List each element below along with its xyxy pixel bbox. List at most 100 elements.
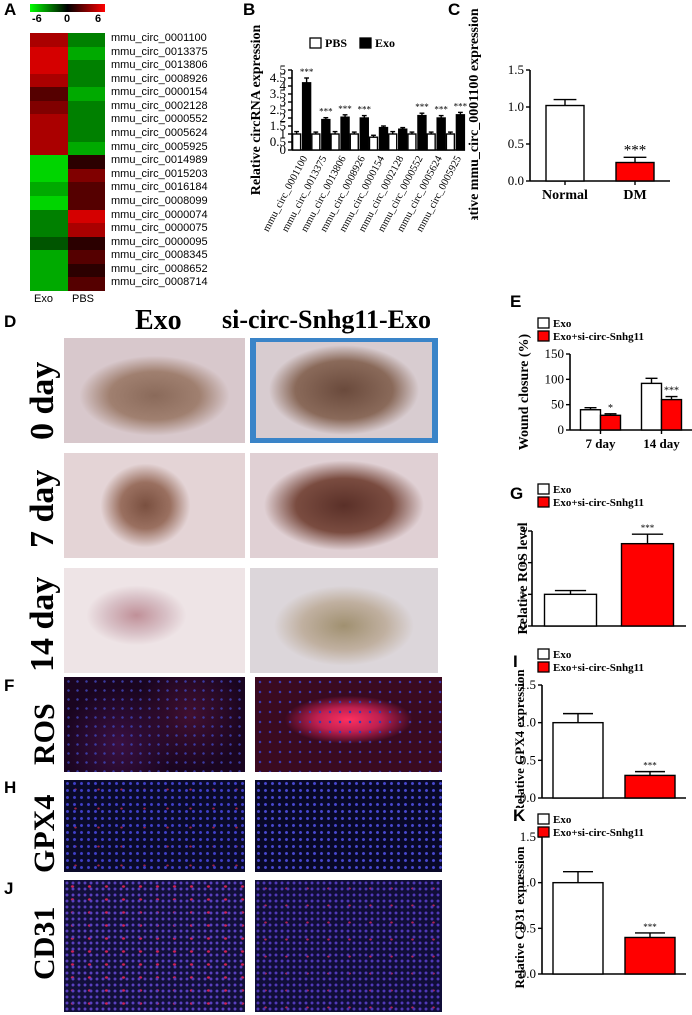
wound-photo-exo-day0 bbox=[64, 338, 245, 443]
bar bbox=[615, 161, 655, 182]
heatmap-row-label: mmu_circ_0008714 bbox=[111, 276, 208, 289]
y-tick-label: 0 bbox=[558, 422, 565, 437]
bar bbox=[640, 382, 663, 431]
legend-label: Exo bbox=[553, 814, 572, 826]
bar bbox=[552, 881, 604, 975]
y-tick-label: 0.5 bbox=[270, 134, 286, 149]
wound-photo-si-day14 bbox=[250, 568, 438, 673]
panel-label-a: A bbox=[4, 0, 17, 19]
bar bbox=[436, 117, 446, 151]
heatmap-cell bbox=[30, 60, 68, 75]
significance-marker: *** bbox=[641, 523, 655, 533]
heatmap-grid bbox=[30, 33, 105, 292]
gpx4-stain-si bbox=[255, 780, 442, 872]
y-tick-label: 1.5 bbox=[270, 118, 286, 133]
y-tick-label: 1.5 bbox=[520, 677, 536, 692]
legend-swatch bbox=[537, 496, 550, 508]
heatmap-row-label: mmu_circ_0000095 bbox=[111, 235, 208, 248]
legend-swatch bbox=[537, 317, 550, 329]
heatmap-cell bbox=[30, 168, 68, 183]
chart-b-circrna-expression: 00.511.522.533.544.55 Relative circRNA ex… bbox=[249, 25, 468, 235]
significance-marker: *** bbox=[643, 761, 657, 771]
bar bbox=[599, 414, 622, 431]
row-label-14-day: 14 day bbox=[24, 576, 61, 672]
heatmap-cell bbox=[30, 263, 68, 278]
panel-label-d: D bbox=[4, 312, 17, 331]
y-axis-label: Relative circRNA expression bbox=[249, 25, 264, 196]
x-tick-label: 7 day bbox=[586, 436, 616, 451]
bar bbox=[311, 133, 321, 151]
legend-label: Exo+si-circ-Snhg11 bbox=[553, 662, 644, 674]
row-label-7-day: 7 day bbox=[24, 469, 61, 548]
wound-photo-si-day7 bbox=[250, 453, 438, 558]
bar bbox=[445, 133, 456, 151]
heatmap-cell bbox=[30, 195, 68, 211]
heatmap-cell bbox=[30, 100, 68, 115]
chart-c-mmu-circ-expression: 0.0 0.5 1.0 1.5 Relative mmu_circ_0001100 ex… bbox=[467, 8, 670, 220]
heatmap-row-label: mmu_circ_0008099 bbox=[111, 194, 208, 207]
heatmap-cell bbox=[30, 87, 68, 102]
heatmap-cell bbox=[30, 141, 68, 156]
heatmap-cell bbox=[67, 60, 105, 75]
heatmap-cell bbox=[67, 277, 105, 292]
bar bbox=[624, 774, 676, 799]
bar bbox=[388, 133, 398, 151]
bar bbox=[368, 136, 379, 151]
y-tick-label: 1.0 bbox=[520, 875, 536, 890]
heatmap-cell bbox=[67, 33, 105, 48]
heatmap-row-label: mmu_circ_0002128 bbox=[111, 99, 208, 112]
heatmap-cell bbox=[67, 100, 105, 115]
legend-label: Exo+si-circ-Snhg11 bbox=[553, 827, 644, 839]
heatmap-row-label: mmu_circ_0000074 bbox=[111, 208, 208, 221]
heatmap-scale-max: 6 bbox=[95, 13, 102, 25]
panel-label-j: J bbox=[4, 879, 14, 898]
heatmap-cell bbox=[67, 209, 105, 224]
y-tick-label: 2 bbox=[520, 555, 527, 570]
y-tick-label: 0.0 bbox=[508, 173, 524, 188]
significance-marker: *** bbox=[624, 142, 647, 158]
bar bbox=[330, 133, 340, 151]
bar bbox=[624, 936, 676, 975]
bar bbox=[398, 128, 408, 151]
significance-marker: *** bbox=[454, 101, 468, 111]
heatmap-cell bbox=[67, 182, 105, 197]
panel-label-h: H bbox=[4, 778, 17, 797]
bar bbox=[545, 104, 585, 182]
x-tick-label: Normal bbox=[542, 188, 588, 203]
row-label-0-day: 0 day bbox=[24, 361, 61, 440]
legend-label: Exo bbox=[375, 36, 395, 50]
heatmap-cell bbox=[67, 73, 105, 88]
legend-swatch bbox=[537, 826, 550, 838]
heatmap-row-label: mmu_circ_0000075 bbox=[111, 222, 208, 235]
y-axis-label: Relative ROS level bbox=[516, 522, 531, 634]
legend-label: Exo+si-circ-Snhg11 bbox=[553, 497, 644, 509]
y-tick-label: 1.0 bbox=[508, 99, 524, 114]
legend-label: Exo bbox=[553, 484, 572, 496]
bar bbox=[620, 542, 675, 627]
x-tick-label: DM bbox=[623, 188, 646, 203]
heatmap-cell bbox=[30, 73, 68, 88]
significance-marker: *** bbox=[643, 922, 657, 932]
legend-label: Exo bbox=[553, 318, 572, 330]
heatmap-cell bbox=[30, 250, 68, 265]
x-tick-label: 14 day bbox=[643, 436, 680, 451]
bar bbox=[579, 409, 602, 431]
heatmap-cell bbox=[67, 168, 105, 183]
cd31-stain-exo bbox=[64, 880, 245, 1012]
heatmap-row-label: mmu_circ_0014989 bbox=[111, 154, 208, 167]
wound-photo-exo-day7 bbox=[64, 453, 245, 558]
y-tick-label: 150 bbox=[545, 346, 565, 361]
y-tick-label: 1 bbox=[280, 126, 287, 141]
y-tick-label: 0 bbox=[280, 142, 287, 157]
legend-swatch bbox=[537, 813, 550, 825]
y-tick-label: 0.5 bbox=[520, 920, 536, 935]
legend-swatch bbox=[537, 483, 550, 495]
bar bbox=[417, 114, 427, 151]
legend-swatch bbox=[537, 661, 550, 673]
significance-marker: *** bbox=[415, 102, 429, 112]
heatmap-cell bbox=[30, 223, 68, 238]
legend-swatch bbox=[309, 37, 322, 49]
y-tick-label: 0.5 bbox=[508, 136, 524, 151]
